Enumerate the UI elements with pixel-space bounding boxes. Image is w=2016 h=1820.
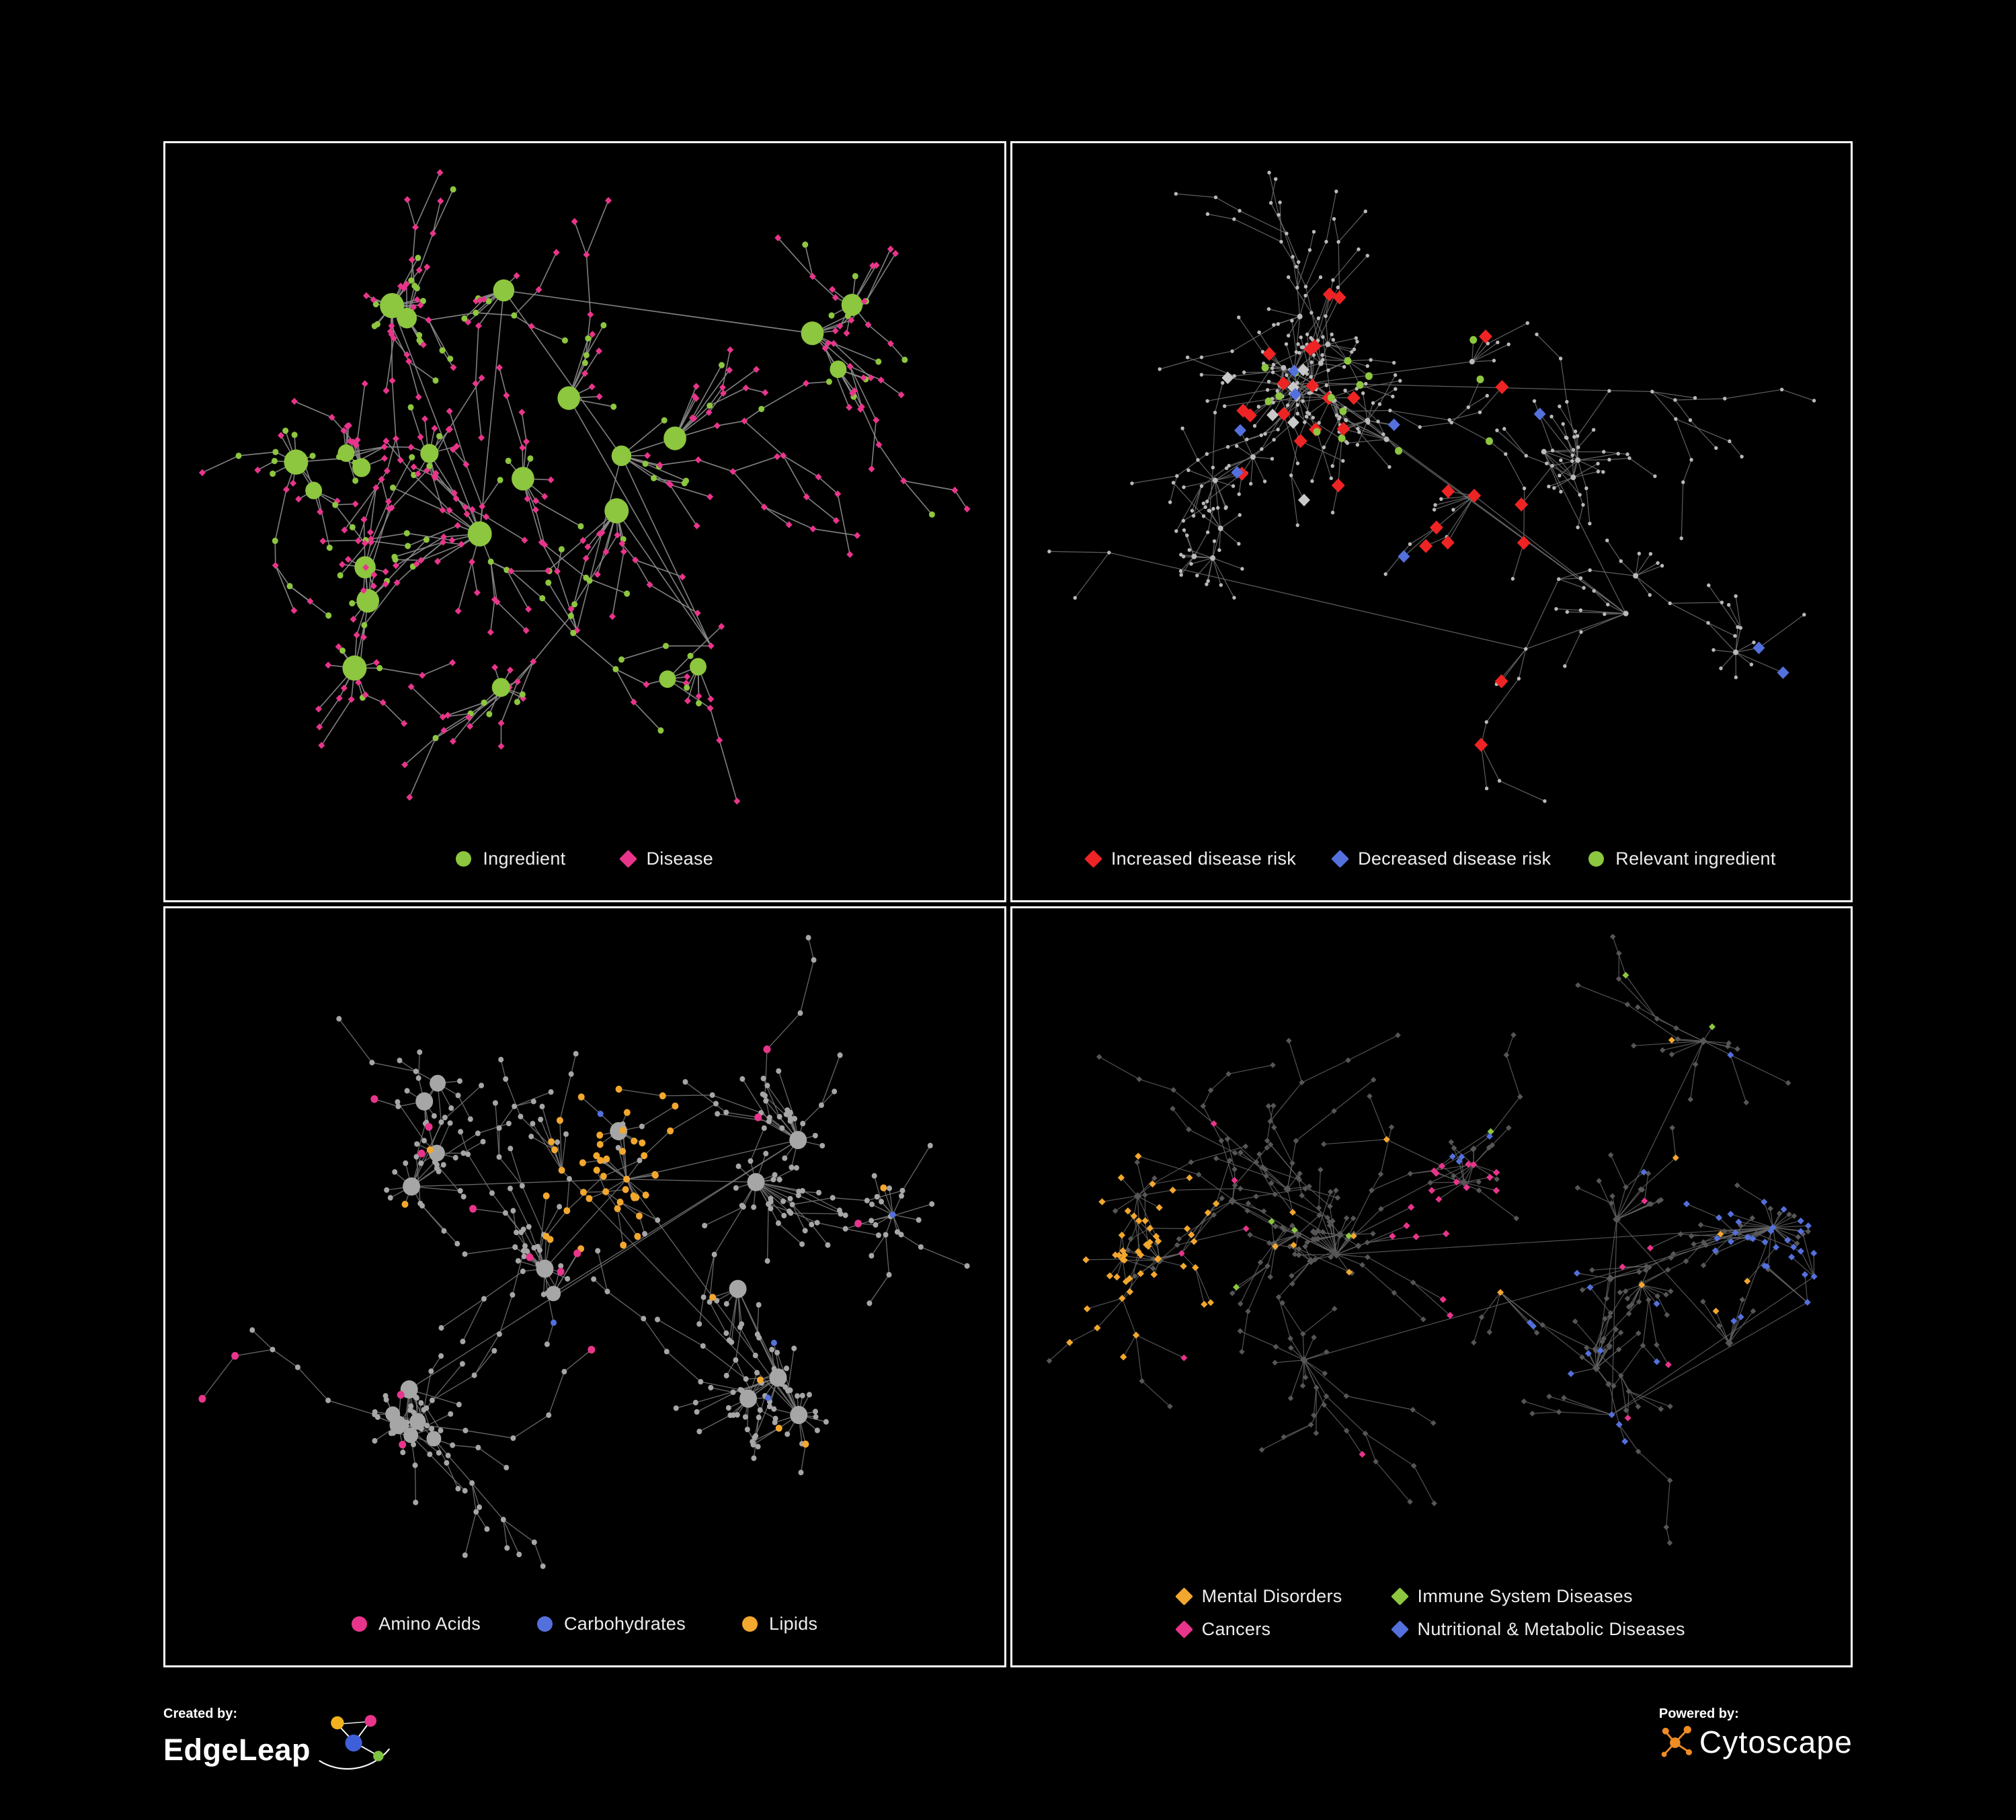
legend-item-immune-system-diseases: Immune System Diseases <box>1390 1586 1685 1607</box>
legend-item-carbohydrates: Carbohydrates <box>537 1614 686 1634</box>
created-by-block: Created by: EdgeLeap <box>163 1706 395 1774</box>
legend-disease-risk: Increased disease risk Decreased disease… <box>1012 843 1851 900</box>
legend-item-disease: Disease <box>619 848 714 869</box>
legend-item-cancers: Cancers <box>1174 1619 1342 1640</box>
legend-label: Immune System Diseases <box>1417 1586 1633 1606</box>
footer: Created by: EdgeLeap Powered by: <box>163 1706 1853 1774</box>
legend-item-mental-disorders: Mental Disorders <box>1174 1586 1342 1607</box>
amino-acids-marker-icon <box>352 1616 368 1632</box>
network-disease-categories <box>1046 933 1818 1546</box>
legend-disease-categories: Mental Disorders Immune System Diseases … <box>1012 1583 1851 1665</box>
legend-item-increased-risk: Increased disease risk <box>1084 848 1297 869</box>
carbohydrates-marker-icon <box>537 1616 553 1632</box>
disease-marker-icon <box>619 850 638 868</box>
panel-disease-risk: Increased disease risk Decreased disease… <box>1010 141 1853 902</box>
legend-item-relevant-ingredient: Relevant ingredient <box>1588 848 1775 869</box>
legend-label: Amino Acids <box>378 1614 481 1634</box>
panel-grid: Ingredient Disease Increased disease ris… <box>163 141 1853 1667</box>
decreased-risk-marker-icon <box>1331 850 1349 868</box>
increased-risk-marker-icon <box>1084 850 1102 868</box>
relevant-ingredient-marker-icon <box>1588 851 1605 867</box>
legend-item-ingredient: Ingredient <box>456 848 565 869</box>
legend-item-nutritional-metabolic: Nutritional & Metabolic Diseases <box>1390 1619 1685 1640</box>
legend-label: Increased disease risk <box>1111 848 1297 869</box>
immune-system-marker-icon <box>1390 1587 1409 1606</box>
legend-label: Mental Disorders <box>1201 1586 1342 1606</box>
legend-label: Decreased disease risk <box>1358 848 1551 869</box>
legend-item-decreased-risk: Decreased disease risk <box>1331 848 1551 869</box>
legend-label: Cancers <box>1201 1619 1271 1639</box>
powered-by-block: Powered by: Cytoscape <box>1659 1706 1853 1759</box>
mental-disorders-marker-icon <box>1174 1587 1193 1606</box>
created-by-label: Created by: <box>163 1706 238 1721</box>
panel-macronutrients: Amino Acids Carbohydrates Lipids <box>163 906 1006 1667</box>
panel-ingredient-disease: Ingredient Disease <box>163 141 1006 902</box>
cancers-marker-icon <box>1174 1620 1193 1638</box>
legend-label: Disease <box>646 848 714 869</box>
legend-label: Nutritional & Metabolic Diseases <box>1417 1619 1685 1639</box>
cytoscape-logo-icon <box>1661 1725 1692 1757</box>
ingredient-marker-icon <box>456 851 472 867</box>
nutritional-metabolic-marker-icon <box>1390 1620 1409 1638</box>
network-disease-risk <box>1047 170 1816 803</box>
network-ingredient-disease <box>198 169 971 805</box>
legend-label: Ingredient <box>483 848 566 869</box>
legend-label: Lipids <box>769 1614 818 1634</box>
legend-macronutrients: Amino Acids Carbohydrates Lipids <box>165 1608 1004 1665</box>
lipids-marker-icon <box>742 1616 758 1632</box>
legend-item-lipids: Lipids <box>742 1614 817 1634</box>
legend-ingredient-disease: Ingredient Disease <box>165 843 1004 900</box>
legend-label: Carbohydrates <box>564 1614 686 1634</box>
panel-disease-categories: Mental Disorders Immune System Diseases … <box>1010 906 1853 1667</box>
legend-label: Relevant ingredient <box>1615 848 1776 869</box>
edgeleap-logo-icon <box>319 1714 391 1770</box>
cytoscape-wordmark: Cytoscape <box>1699 1725 1853 1759</box>
network-macronutrients <box>198 935 970 1569</box>
legend-item-amino-acids: Amino Acids <box>352 1614 481 1634</box>
edgeleap-wordmark: EdgeLeap <box>163 1732 311 1767</box>
powered-by-label: Powered by: <box>1658 1706 1739 1721</box>
